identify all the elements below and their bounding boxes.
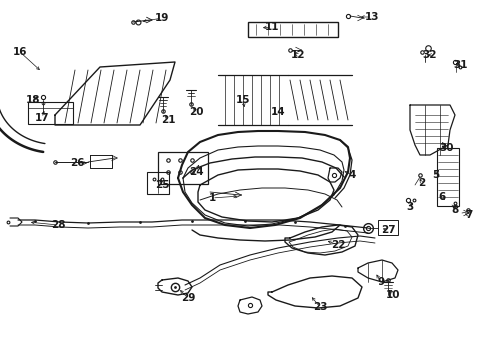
Text: 24: 24	[188, 167, 203, 177]
Text: 22: 22	[330, 240, 345, 250]
Text: 27: 27	[380, 225, 394, 235]
Bar	[247, 22, 337, 37]
Text: 23: 23	[312, 302, 326, 312]
Bar	[377, 220, 397, 235]
Text: 26: 26	[70, 158, 84, 168]
Text: 13: 13	[364, 12, 379, 22]
Text: 1: 1	[208, 193, 215, 203]
Text: 20: 20	[188, 107, 203, 117]
Bar	[436, 148, 458, 206]
Text: 6: 6	[437, 192, 445, 202]
Text: 12: 12	[290, 50, 305, 60]
Bar	[28, 102, 73, 124]
Bar	[147, 172, 169, 194]
Text: 28: 28	[51, 220, 65, 230]
Text: 16: 16	[13, 47, 27, 57]
Text: 17: 17	[35, 113, 49, 123]
Text: 18: 18	[26, 95, 40, 105]
Text: 31: 31	[453, 60, 468, 70]
Text: 9: 9	[377, 277, 384, 287]
Text: 32: 32	[422, 50, 436, 60]
Text: 5: 5	[431, 170, 439, 180]
Text: 10: 10	[385, 290, 400, 300]
Text: 2: 2	[418, 178, 425, 188]
Text: 8: 8	[450, 205, 458, 215]
Bar	[158, 152, 207, 184]
Text: 25: 25	[154, 180, 169, 190]
Text: 3: 3	[406, 202, 413, 212]
Text: 30: 30	[439, 143, 453, 153]
Text: 19: 19	[155, 13, 169, 23]
Text: 11: 11	[264, 22, 279, 32]
Text: 29: 29	[181, 293, 195, 303]
Text: 4: 4	[347, 170, 355, 180]
Text: 21: 21	[161, 115, 175, 125]
Text: 15: 15	[235, 95, 250, 105]
Text: 7: 7	[465, 210, 472, 220]
Text: 14: 14	[270, 107, 285, 117]
